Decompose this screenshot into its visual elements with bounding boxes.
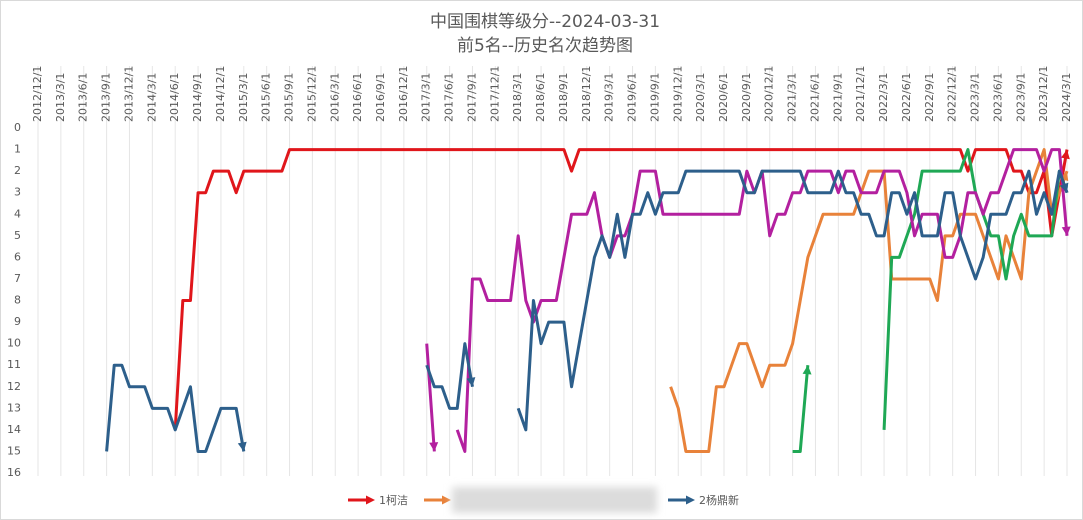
line-end-arrow bbox=[237, 441, 247, 452]
line-end-arrow bbox=[802, 365, 812, 375]
legend-arrow bbox=[442, 495, 451, 505]
y-tick-label: 12 bbox=[7, 380, 21, 393]
x-tick-label: 2014/9/1 bbox=[191, 73, 204, 122]
y-tick-label: 4 bbox=[14, 207, 21, 220]
chart-subtitle: 前5名--历史名次趋势图 bbox=[457, 36, 633, 56]
x-tick-label: 2019/3/1 bbox=[603, 73, 616, 122]
x-tick-label: 2021/9/1 bbox=[831, 73, 844, 122]
legend-label: 1柯洁 bbox=[379, 494, 408, 507]
y-tick-label: 11 bbox=[7, 358, 21, 371]
x-tick-label: 2018/12/1 bbox=[580, 66, 593, 122]
x-tick-label: 2023/6/1 bbox=[991, 73, 1004, 122]
line-end-arrow bbox=[429, 442, 439, 452]
series-line bbox=[669, 148, 1069, 453]
x-tick-label: 2015/6/1 bbox=[260, 73, 273, 122]
x-tick-label: 2013/3/1 bbox=[54, 73, 67, 122]
x-tick-label: 2016/6/1 bbox=[351, 73, 364, 122]
x-tick-label: 2023/12/1 bbox=[1037, 66, 1050, 122]
x-tick-label: 2015/9/1 bbox=[283, 73, 296, 122]
x-tick-label: 2018/6/1 bbox=[534, 73, 547, 122]
x-tick-label: 2020/3/1 bbox=[694, 73, 707, 122]
x-tick-label: 2021/12/1 bbox=[854, 66, 867, 122]
line-end-arrow bbox=[1061, 226, 1071, 236]
x-tick-label: 2017/3/1 bbox=[420, 73, 433, 122]
y-tick-label: 15 bbox=[7, 444, 21, 457]
x-tick-label: 2018/9/1 bbox=[557, 73, 570, 122]
legend-label: 2杨鼎新 bbox=[699, 493, 739, 507]
y-tick-label: 13 bbox=[7, 401, 21, 414]
x-tick-label: 2022/12/1 bbox=[946, 66, 959, 122]
series-line bbox=[173, 148, 1069, 430]
x-tick-label: 2017/12/1 bbox=[488, 66, 501, 122]
y-tick-label: 7 bbox=[14, 272, 21, 285]
x-tick-label: 2016/3/1 bbox=[328, 73, 341, 122]
x-tick-label: 2021/3/1 bbox=[786, 73, 799, 122]
x-tick-label: 2020/9/1 bbox=[740, 73, 753, 122]
chart-title: 中国围棋等级分--2024-03-31 bbox=[430, 12, 660, 32]
y-tick-label: 6 bbox=[14, 250, 21, 263]
y-tick-label: 9 bbox=[14, 315, 21, 328]
x-tick-label: 2018/3/1 bbox=[511, 73, 524, 122]
x-tick-label: 2016/9/1 bbox=[374, 73, 387, 122]
y-tick-label: 16 bbox=[7, 466, 21, 479]
x-tick-label: 2020/12/1 bbox=[763, 66, 776, 122]
x-tick-label: 2023/3/1 bbox=[969, 73, 982, 122]
x-tick-label: 2019/12/1 bbox=[671, 66, 684, 122]
y-tick-label: 3 bbox=[14, 186, 21, 199]
x-tick-label: 2012/12/1 bbox=[31, 66, 44, 122]
plot-area: 2012/12/1 2013/3/1 2013/6/1 2013/9/1 2013/12… bbox=[7, 66, 1073, 507]
x-tick-label: 2013/6/1 bbox=[77, 73, 90, 122]
x-tick-label: 2019/9/1 bbox=[648, 73, 661, 122]
legend-arrow bbox=[366, 495, 375, 505]
x-tick-label: 2014/6/1 bbox=[168, 73, 181, 122]
line-end-arrow bbox=[1061, 149, 1070, 160]
line-end-arrow bbox=[466, 377, 476, 387]
x-tick-label: 2023/9/1 bbox=[1014, 73, 1027, 122]
y-tick-label: 0 bbox=[14, 121, 21, 134]
x-tick-label: 2020/6/1 bbox=[717, 73, 730, 122]
y-tick-label: 5 bbox=[14, 229, 21, 242]
x-tick-label: 2017/6/1 bbox=[443, 73, 456, 122]
y-tick-label: 1 bbox=[14, 143, 21, 156]
x-tick-label: 2019/6/1 bbox=[626, 73, 639, 122]
redaction bbox=[452, 487, 657, 513]
x-tick-label: 2024/3/1 bbox=[1060, 73, 1073, 122]
x-tick-label: 2021/6/1 bbox=[808, 73, 821, 122]
x-tick-label: 2014/12/1 bbox=[214, 66, 227, 122]
x-tick-label: 2015/12/1 bbox=[305, 66, 318, 122]
x-tick-label: 2022/9/1 bbox=[923, 73, 936, 122]
x-tick-label: 2013/9/1 bbox=[100, 73, 113, 122]
y-tick-label: 10 bbox=[7, 337, 21, 350]
x-tick-label: 2017/9/1 bbox=[465, 73, 478, 122]
y-tick-label: 14 bbox=[7, 423, 21, 436]
x-tick-label: 2014/3/1 bbox=[145, 73, 158, 122]
x-tick-label: 2016/12/1 bbox=[397, 66, 410, 122]
series-line bbox=[105, 169, 1069, 453]
legend-arrow bbox=[686, 495, 695, 505]
y-tick-label: 2 bbox=[14, 164, 21, 177]
x-tick-label: 2013/12/1 bbox=[122, 66, 135, 122]
x-tick-label: 2015/3/1 bbox=[237, 73, 250, 122]
y-tick-label: 8 bbox=[14, 294, 21, 307]
x-tick-label: 2022/3/1 bbox=[877, 73, 890, 122]
x-tick-label: 2022/6/1 bbox=[900, 73, 913, 122]
line-end-arrow bbox=[1059, 182, 1069, 193]
